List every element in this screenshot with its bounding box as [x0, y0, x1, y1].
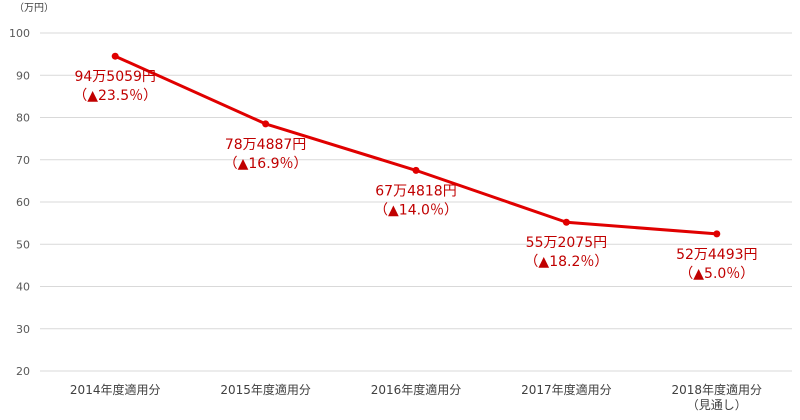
data-label: 55万2075円 — [526, 235, 607, 251]
data-point — [412, 166, 420, 174]
y-tick-label-100: 100 — [9, 27, 30, 40]
data-label: 94万5059円 — [74, 69, 155, 85]
data-label: （▲14.0％） — [374, 202, 458, 218]
y-tick-label-50: 50 — [16, 238, 30, 251]
gridlines — [40, 32, 792, 372]
data-label: 67万4818円 — [375, 183, 456, 199]
data-point — [713, 230, 721, 238]
x-axis-ticks: 2014年度適用分 2015年度適用分 2016年度適用分 2017年度適用分 2018… — [70, 382, 762, 412]
y-tick-label-70: 70 — [16, 154, 30, 167]
data-point — [111, 52, 119, 60]
series-line-group — [111, 52, 721, 238]
y-axis-unit-label: （万円） — [14, 2, 54, 14]
data-label: 52万4493円 — [676, 247, 757, 263]
data-label: 78万4887円 — [225, 137, 306, 153]
data-point — [562, 218, 570, 226]
y-tick-label-40: 40 — [16, 281, 30, 294]
data-label: （▲5.0％） — [679, 266, 754, 282]
y-axis-ticks: 20 30 40 50 60 70 80 90 100 — [9, 27, 30, 378]
y-tick-label-60: 60 — [16, 196, 30, 209]
x-tick-label: 2017年度適用分 — [521, 382, 612, 397]
y-tick-label-30: 30 — [16, 323, 30, 336]
x-tick-label: 2016年度適用分 — [371, 382, 462, 397]
data-label: （▲16.9％） — [224, 156, 308, 172]
x-tick-label: 2015年度適用分 — [220, 382, 311, 397]
data-label: （▲18.2％） — [524, 254, 608, 270]
x-tick-label: 2018年度適用分 — [672, 382, 763, 397]
y-tick-label-90: 90 — [16, 69, 30, 82]
data-labels: 94万5059円 （▲23.5％） 78万4887円 （▲16.9％） 67万4818円… — [73, 69, 757, 282]
data-label: （▲23.5％） — [73, 88, 157, 104]
y-tick-label-80: 80 — [16, 112, 30, 125]
data-point — [262, 120, 270, 128]
x-tick-label: （見通し） — [687, 398, 747, 412]
x-tick-label: 2014年度適用分 — [70, 382, 161, 397]
y-tick-label-20: 20 — [16, 365, 30, 378]
